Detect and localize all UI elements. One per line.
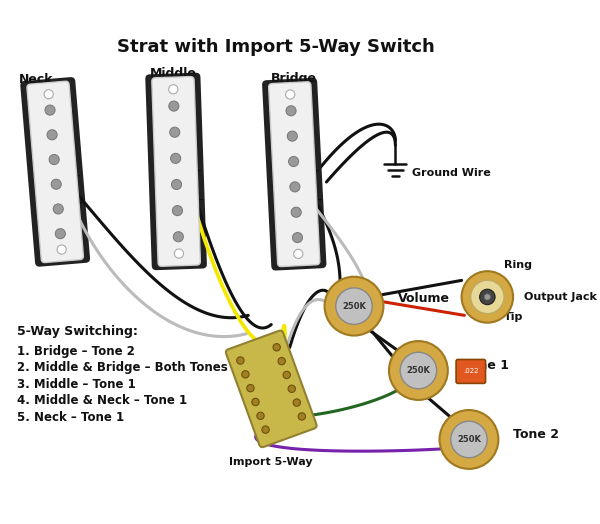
Text: Import 5-Way: Import 5-Way [229, 457, 313, 467]
Text: +: + [71, 195, 83, 211]
Text: Middle: Middle [150, 67, 197, 80]
Text: Volume: Volume [398, 292, 450, 305]
Text: 250K: 250K [406, 366, 430, 375]
Circle shape [173, 232, 184, 242]
Text: Bridge: Bridge [271, 72, 317, 84]
Text: Neck: Neck [19, 72, 53, 85]
Circle shape [484, 294, 490, 300]
Circle shape [170, 154, 181, 163]
Circle shape [470, 280, 504, 314]
Circle shape [283, 372, 290, 379]
Circle shape [273, 344, 280, 351]
Circle shape [49, 155, 59, 165]
Circle shape [451, 421, 487, 458]
Text: .022: .022 [463, 368, 479, 375]
Circle shape [252, 398, 259, 406]
Text: 5-Way Switching:: 5-Way Switching: [17, 324, 137, 337]
Text: 4. Middle & Neck – Tone 1: 4. Middle & Neck – Tone 1 [17, 395, 187, 408]
Circle shape [242, 370, 249, 378]
FancyBboxPatch shape [145, 73, 207, 270]
Circle shape [293, 399, 301, 406]
Text: 250K: 250K [342, 302, 366, 311]
Circle shape [172, 179, 182, 190]
Circle shape [400, 352, 437, 389]
Circle shape [169, 101, 179, 111]
Circle shape [51, 179, 61, 189]
Circle shape [286, 90, 295, 99]
Text: Output Jack: Output Jack [524, 292, 597, 302]
Text: Strat with Import 5-Way Switch: Strat with Import 5-Way Switch [117, 38, 435, 56]
Text: Tone 2: Tone 2 [513, 429, 559, 441]
Text: -: - [195, 162, 200, 178]
Circle shape [479, 289, 495, 304]
FancyBboxPatch shape [27, 81, 83, 263]
Circle shape [325, 277, 383, 335]
Circle shape [278, 357, 286, 365]
Circle shape [389, 341, 448, 400]
Circle shape [440, 410, 499, 469]
Circle shape [47, 130, 57, 140]
Text: Ring: Ring [504, 260, 532, 270]
Circle shape [257, 412, 264, 420]
Text: 250K: 250K [457, 435, 481, 444]
FancyBboxPatch shape [226, 331, 317, 447]
Circle shape [287, 131, 298, 141]
FancyBboxPatch shape [262, 78, 326, 270]
FancyBboxPatch shape [20, 77, 90, 267]
Text: 1. Bridge – Tone 2: 1. Bridge – Tone 2 [17, 345, 134, 358]
Text: +: + [310, 193, 323, 208]
Circle shape [336, 288, 372, 324]
Circle shape [290, 182, 300, 192]
Circle shape [289, 157, 299, 167]
Text: Tone 1: Tone 1 [463, 359, 509, 373]
Text: Tip: Tip [504, 312, 523, 322]
Circle shape [175, 249, 184, 258]
Circle shape [55, 228, 65, 239]
Circle shape [172, 205, 182, 216]
Text: -: - [314, 162, 319, 178]
Circle shape [170, 127, 180, 137]
Circle shape [461, 271, 513, 323]
Text: +: + [191, 193, 204, 208]
Circle shape [294, 249, 303, 258]
Circle shape [262, 426, 269, 433]
Text: 5. Neck – Tone 1: 5. Neck – Tone 1 [17, 411, 124, 424]
Circle shape [237, 357, 244, 364]
Circle shape [247, 385, 254, 392]
Text: 3. Middle – Tone 1: 3. Middle – Tone 1 [17, 378, 136, 391]
Circle shape [292, 233, 302, 243]
Circle shape [53, 204, 64, 214]
Text: -: - [74, 168, 80, 183]
Circle shape [298, 413, 305, 420]
Circle shape [169, 85, 178, 94]
FancyBboxPatch shape [269, 82, 320, 267]
Circle shape [291, 207, 301, 217]
Circle shape [57, 245, 66, 254]
Circle shape [288, 385, 295, 392]
FancyBboxPatch shape [152, 77, 200, 266]
Circle shape [45, 105, 55, 115]
Text: Ground Wire: Ground Wire [412, 168, 491, 178]
Text: 2. Middle & Bridge – Both Tones: 2. Middle & Bridge – Both Tones [17, 362, 227, 374]
FancyBboxPatch shape [456, 359, 485, 384]
Circle shape [286, 106, 296, 116]
Circle shape [44, 90, 53, 99]
